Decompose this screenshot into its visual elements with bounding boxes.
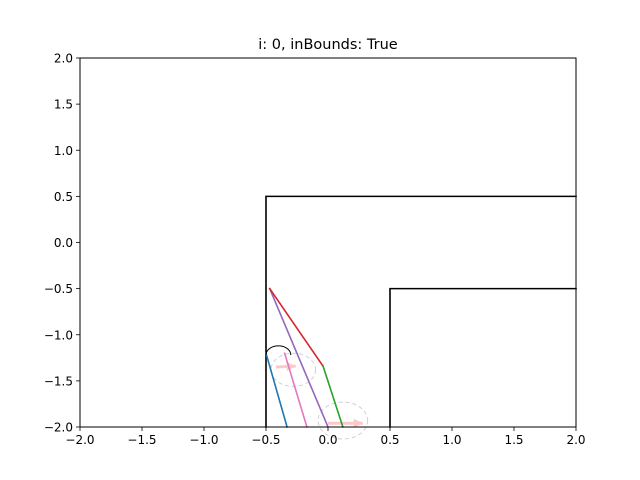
y-tick-label: −0.5 — [44, 282, 73, 296]
y-tick-label: 2.0 — [54, 52, 73, 66]
x-tick-label: −0.5 — [251, 433, 280, 447]
faint-circle-1 — [317, 401, 369, 440]
series-line-2 — [265, 352, 289, 428]
series-line-1 — [389, 287, 577, 428]
x-tick-label: 1.5 — [504, 433, 523, 447]
faint-arrow-head-1 — [353, 418, 363, 428]
x-tick-label: 2.0 — [566, 433, 585, 447]
arc-layer — [265, 345, 292, 356]
y-tick-label: 1.0 — [54, 144, 73, 158]
series-line-0 — [265, 195, 577, 428]
series-layer — [265, 195, 577, 429]
y-tick-label: 0.0 — [54, 236, 73, 250]
y-tick-label: −2.0 — [44, 421, 73, 435]
y-tick-label: −1.5 — [44, 374, 73, 388]
x-tick-label: −1.5 — [127, 433, 156, 447]
x-tick-label: 1.0 — [442, 433, 461, 447]
chart-title: i: 0, inBounds: True — [258, 37, 398, 53]
faint-circle-0 — [270, 352, 317, 387]
series-line-3 — [283, 352, 308, 428]
y-axis: 2.0 1.5 1.0 0.5 0.0 −0.5 −1.0 −1.5 −2.0 — [44, 52, 80, 435]
series-line-5 — [268, 287, 325, 368]
y-tick-label: 1.5 — [54, 98, 73, 112]
x-tick-label: 0.5 — [380, 433, 399, 447]
y-tick-label: −1.0 — [44, 328, 73, 342]
arc-0 — [265, 345, 292, 356]
x-tick-label: 0.0 — [318, 433, 337, 447]
plot-area — [80, 58, 576, 427]
x-axis: −2.0 −1.5 −1.0 −0.5 0.0 0.5 1.0 1.5 2.0 — [65, 427, 586, 447]
series-line-6 — [322, 365, 344, 429]
x-tick-label: −1.0 — [189, 433, 218, 447]
series-line-4 — [268, 287, 330, 429]
y-tick-label: 0.5 — [54, 190, 73, 204]
x-tick-label: −2.0 — [65, 433, 94, 447]
